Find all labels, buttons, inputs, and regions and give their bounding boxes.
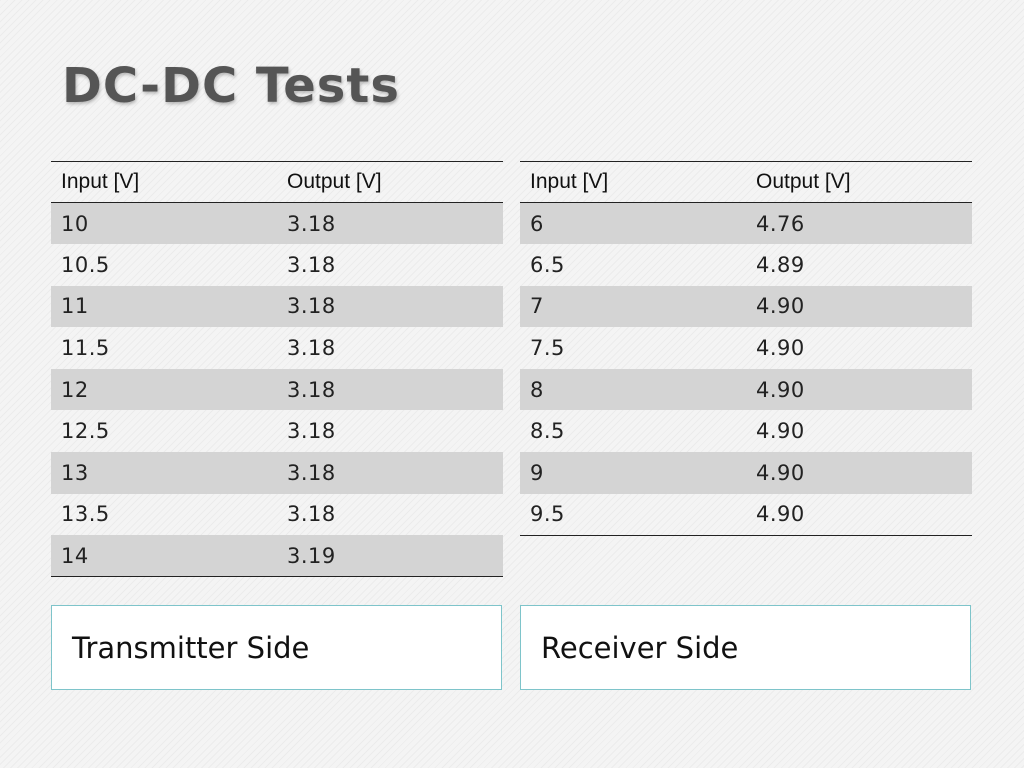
table-row: 6.5 4.89 bbox=[520, 244, 972, 286]
input-header: Input [V] bbox=[51, 161, 277, 203]
table-header-row: Input [V] Output [V] bbox=[520, 161, 972, 203]
input-cell: 10 bbox=[51, 202, 277, 245]
output-cell: 3.18 bbox=[287, 252, 336, 277]
table-row: 8 4.90 bbox=[520, 368, 972, 411]
table-row: 7 4.90 bbox=[520, 285, 972, 328]
receiver-caption: Receiver Side bbox=[541, 630, 739, 665]
output-cell: 3.18 bbox=[277, 452, 503, 494]
transmitter-table: Input [V] Output [V] 10 3.18 10.5 3.18 11 3.1… bbox=[51, 161, 503, 578]
input-cell: 9.5 bbox=[520, 493, 746, 536]
table-row: 11 3.18 bbox=[51, 285, 503, 328]
input-cell: 11.5 bbox=[61, 336, 110, 361]
table-row: 13 3.18 bbox=[51, 452, 503, 494]
transmitter-caption-box: Transmitter Side bbox=[51, 605, 502, 690]
output-cell: 4.90 bbox=[746, 493, 972, 536]
input-cell: 6.5 bbox=[530, 252, 565, 277]
output-cell: 3.18 bbox=[277, 202, 503, 245]
table-row: 6 4.76 bbox=[520, 202, 972, 245]
input-cell: 10.5 bbox=[61, 252, 110, 277]
table-row: 14 3.19 bbox=[51, 535, 503, 578]
output-cell: 3.19 bbox=[277, 535, 503, 578]
output-header: Output [V] bbox=[277, 161, 503, 203]
table-row: 11.5 3.18 bbox=[51, 327, 503, 369]
input-cell: 7 bbox=[520, 285, 746, 328]
input-cell: 13.5 bbox=[61, 502, 110, 527]
input-cell: 8 bbox=[520, 368, 746, 411]
output-cell: 4.90 bbox=[756, 336, 805, 361]
input-cell: 11 bbox=[51, 285, 277, 328]
output-cell: 4.90 bbox=[746, 368, 972, 411]
table-row: 9 4.90 bbox=[520, 452, 972, 494]
input-cell: 7.5 bbox=[530, 336, 565, 361]
input-cell: 9 bbox=[520, 452, 746, 494]
table-row: 7.5 4.90 bbox=[520, 327, 972, 369]
output-header: Output [V] bbox=[746, 161, 972, 203]
receiver-table: Input [V] Output [V] 6 4.76 6.5 4.89 7 4.90 7.… bbox=[520, 161, 972, 536]
input-cell: 8.5 bbox=[530, 419, 565, 444]
table-row: 10.5 3.18 bbox=[51, 244, 503, 286]
table-row: 12.5 3.18 bbox=[51, 410, 503, 452]
input-cell: 12.5 bbox=[61, 419, 110, 444]
input-cell: 6 bbox=[520, 202, 746, 245]
transmitter-caption: Transmitter Side bbox=[72, 630, 310, 665]
output-cell: 3.18 bbox=[277, 368, 503, 411]
table-row: 9.5 4.90 bbox=[520, 493, 972, 536]
output-cell: 4.90 bbox=[746, 452, 972, 494]
input-cell: 14 bbox=[51, 535, 277, 578]
output-cell: 3.18 bbox=[287, 502, 336, 527]
input-cell: 12 bbox=[51, 368, 277, 411]
slide-title: DC-DC Tests bbox=[62, 58, 400, 114]
table-row: 12 3.18 bbox=[51, 368, 503, 411]
table-row: 13.5 3.18 bbox=[51, 494, 503, 536]
output-cell: 3.18 bbox=[277, 285, 503, 328]
input-cell: 13 bbox=[51, 452, 277, 494]
output-cell: 4.89 bbox=[756, 252, 805, 277]
output-cell: 3.18 bbox=[287, 419, 336, 444]
receiver-caption-box: Receiver Side bbox=[520, 605, 971, 690]
table-header-row: Input [V] Output [V] bbox=[51, 161, 503, 203]
output-cell: 4.76 bbox=[746, 202, 972, 245]
output-cell: 4.90 bbox=[746, 285, 972, 328]
output-cell: 4.90 bbox=[756, 419, 805, 444]
table-row: 10 3.18 bbox=[51, 202, 503, 245]
input-header: Input [V] bbox=[520, 161, 746, 203]
table-row: 8.5 4.90 bbox=[520, 410, 972, 452]
output-cell: 3.18 bbox=[287, 336, 336, 361]
